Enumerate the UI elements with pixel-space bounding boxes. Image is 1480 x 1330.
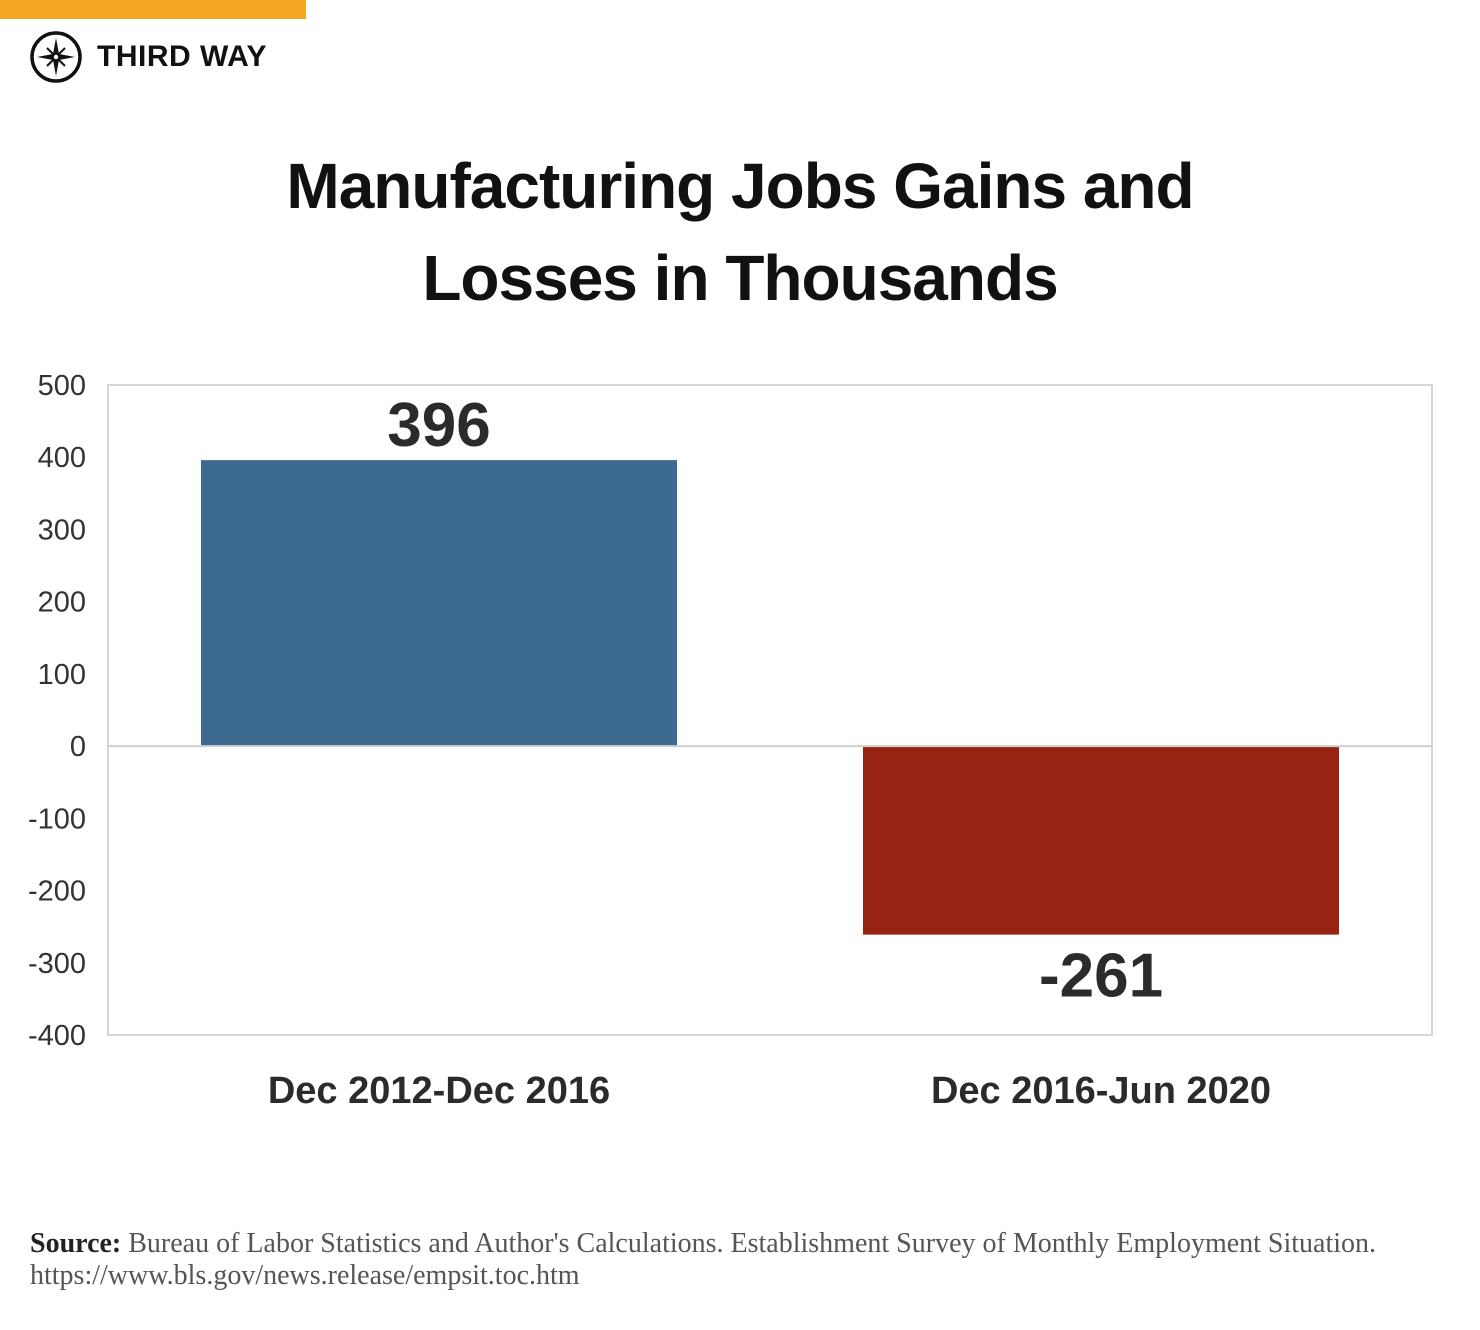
chart-title-line-2: Losses in Thousands xyxy=(422,242,1058,314)
x-category-label-2: Dec 2016-Jun 2020 xyxy=(931,1070,1271,1112)
compass-star-icon xyxy=(30,31,82,83)
y-tick-label: 400 xyxy=(38,442,86,474)
y-tick-label: 100 xyxy=(38,659,86,691)
plot-frame xyxy=(107,384,1433,1036)
y-tick-label: 500 xyxy=(38,370,86,402)
bar-2 xyxy=(863,746,1339,935)
brand-logo: THIRD WAY xyxy=(29,30,267,84)
bar-chart: 500 400 300 200 100 0 -100 -200 -300 -400 396 Dec 2… xyxy=(28,370,1433,1112)
source-label: Source: xyxy=(30,1228,122,1259)
y-tick-label: -400 xyxy=(28,1020,86,1052)
data-label-2: -261 xyxy=(1039,942,1163,1011)
bar-1 xyxy=(201,460,677,747)
chart-title: Manufacturing Jobs Gains and Losses in T… xyxy=(240,140,1240,324)
y-tick-label: 300 xyxy=(38,514,86,546)
source-note: Source: Bureau of Labor Statistics and A… xyxy=(30,1228,1440,1292)
brand-name: THIRD WAY xyxy=(97,40,268,73)
data-label-1: 396 xyxy=(387,391,490,460)
chart-title-line-1: Manufacturing Jobs Gains and xyxy=(286,150,1194,222)
y-tick-label: 0 xyxy=(70,731,86,763)
x-category-label-1: Dec 2012-Dec 2016 xyxy=(268,1070,610,1112)
y-tick-label: -100 xyxy=(28,803,86,835)
y-tick-label: -200 xyxy=(28,876,86,908)
y-tick-label: 200 xyxy=(38,587,86,619)
accent-bar xyxy=(0,0,306,19)
y-tick-label: -300 xyxy=(28,948,86,980)
source-text: Bureau of Labor Statistics and Author's … xyxy=(30,1228,1377,1291)
